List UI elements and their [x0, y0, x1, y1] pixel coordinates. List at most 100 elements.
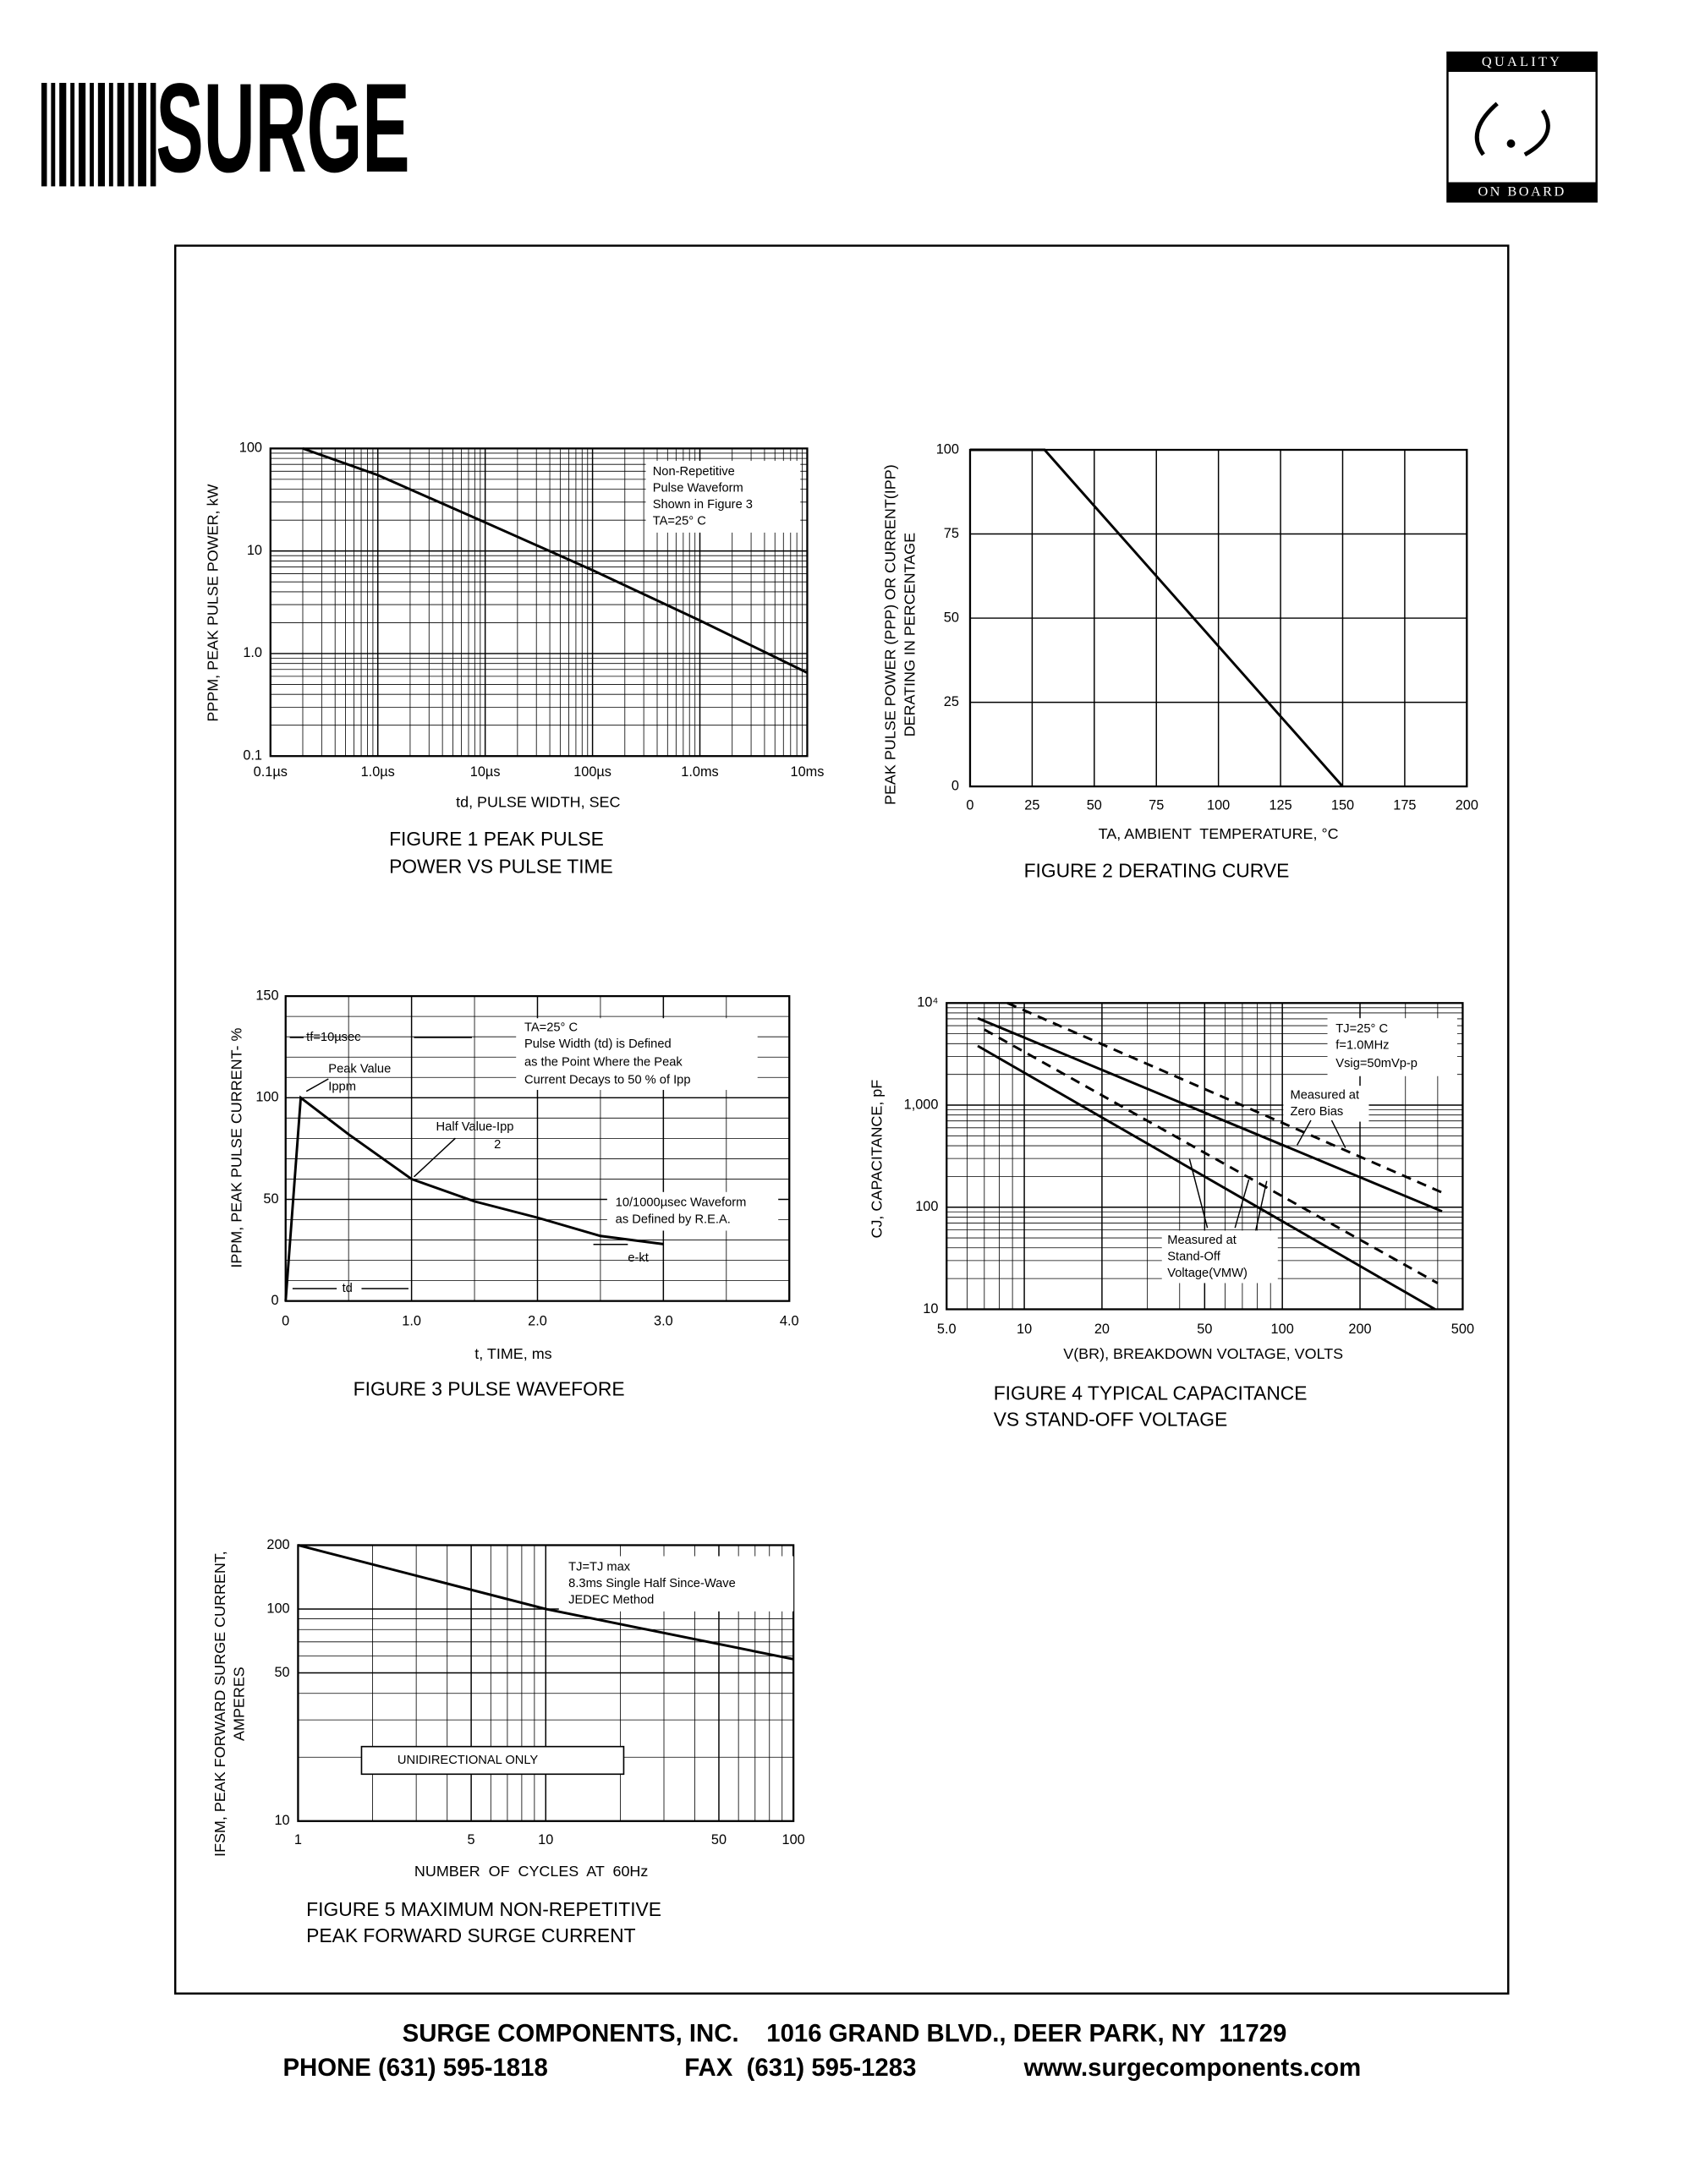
y-tick-label: 100	[936, 441, 959, 457]
figure-caption: FIGURE 5 MAXIMUM NON-REPETITIVE	[306, 1898, 661, 1920]
annotation: Peak Value	[328, 1062, 391, 1076]
annotation-box	[645, 461, 801, 533]
y-axis-label: CJ, CAPACITANCE, pF	[868, 1080, 885, 1239]
data-line	[1006, 1001, 1445, 1195]
x-tick-label: 200	[1456, 797, 1478, 813]
x-axis-label: TA, AMBIENT TEMPERATURE, °C	[1099, 825, 1339, 842]
annotation-box	[360, 1745, 625, 1776]
annotation: as the Point Where the Peak	[524, 1055, 683, 1069]
data-line	[284, 1095, 664, 1301]
x-tick-label: 25	[1024, 797, 1039, 813]
x-axis-label: NUMBER OF CYCLES AT 60Hz	[414, 1863, 648, 1880]
charts: 0.1µs 1.0µs 10µs 100µs 1.0ms 10ms0.11.010100N…	[205, 441, 1478, 1946]
x-tick-label: 0.1µs	[254, 764, 288, 780]
data-line	[969, 448, 1344, 788]
figure-caption: FIGURE 4 TYPICAL CAPACITANCE	[994, 1382, 1308, 1404]
annotation-box	[558, 1556, 794, 1612]
x-tick-label: 150	[1331, 797, 1354, 813]
y-tick-label: 0.1	[243, 748, 262, 764]
annotation-box	[606, 1191, 779, 1231]
data-line	[298, 1544, 794, 1661]
footer-web: www.surgecomponents.com	[1023, 2054, 1362, 2082]
x-tick-label: 175	[1393, 797, 1416, 813]
x-tick-label: 200	[1348, 1322, 1371, 1337]
y-tick-label: 10⁴	[917, 995, 938, 1010]
annotation: Non-Repetitive	[653, 465, 735, 479]
annotation-box	[1283, 1086, 1369, 1122]
figure-caption: PEAK FORWARD SURGE CURRENT	[306, 1924, 635, 1946]
pointer-line	[1330, 1119, 1346, 1148]
x-tick-label: 2.0	[528, 1313, 547, 1328]
page-frame	[173, 244, 1510, 1995]
x-tick-label: 1	[294, 1832, 302, 1847]
plot-frame	[284, 994, 791, 1302]
y-tick-label: 200	[266, 1537, 289, 1552]
x-axis-label: td, PULSE WIDTH, SEC	[456, 793, 620, 810]
annotation: Stand-Off	[1167, 1250, 1220, 1263]
y-tick-label: 1,000	[904, 1097, 939, 1112]
y-axis-label: PEAK PULSE POWER (PPP) OR CURRENT(IPP)	[882, 464, 899, 805]
x-tick-label: 125	[1269, 797, 1291, 813]
figure-caption: FIGURE 3 PULSE WAVEFORE	[354, 1378, 625, 1400]
y-axis-label: PPPM, PEAK PULSE POWER, kW	[205, 484, 222, 722]
annotation: e-kt	[628, 1251, 648, 1265]
annotation: 8.3ms Single Half Since-Wave	[568, 1577, 736, 1590]
y-tick-label: 100	[239, 441, 262, 456]
y-tick-label: 50	[944, 610, 959, 625]
x-tick-label: 10ms	[791, 764, 825, 780]
annotation: Pulse Width (td) is Defined	[524, 1037, 672, 1051]
annotation: Pulse Waveform	[653, 482, 743, 495]
y-tick-label: 10	[923, 1301, 938, 1316]
x-tick-label: 10	[1017, 1322, 1032, 1337]
pointer-line	[1188, 1158, 1209, 1229]
annotation: td	[343, 1282, 353, 1295]
x-axis-label: V(BR), BREAKDOWN VOLTAGE, VOLTS	[1063, 1345, 1343, 1362]
y-axis-label: DERATING IN PERCENTAGE	[902, 533, 919, 737]
footer-fax: FAX (631) 595-1283	[684, 2054, 916, 2082]
plot-frame	[297, 1544, 795, 1822]
annotation: Current Decays to 50 % of Ipp	[524, 1074, 691, 1087]
pointer-line	[1234, 1179, 1250, 1229]
x-tick-label: 100	[1271, 1322, 1294, 1337]
figure-caption: FIGURE 2 DERATING CURVE	[1024, 859, 1290, 881]
x-tick-label: 5.0	[937, 1322, 957, 1337]
x-tick-label: 10µs	[470, 764, 501, 780]
badge-bottom: ON BOARD	[1478, 183, 1566, 199]
quality-badge: QUALITY ON BOARD	[1446, 51, 1598, 203]
annotation: Half Value-Ipp	[436, 1120, 514, 1134]
y-tick-label: 10	[247, 543, 262, 558]
data-line	[984, 1028, 1439, 1284]
badge-top: QUALITY	[1482, 53, 1562, 69]
footer-phone: PHONE (631) 595-1818	[282, 2054, 547, 2082]
data-line	[977, 1016, 1443, 1213]
y-tick-label: 100	[255, 1090, 278, 1105]
annotation: Measured at	[1290, 1088, 1359, 1102]
annotation: 2	[494, 1138, 501, 1152]
y-tick-label: 150	[255, 988, 278, 1003]
annotation: TA=25° C	[653, 515, 706, 528]
annotation: Measured at	[1167, 1234, 1237, 1247]
annotation: Shown in Figure 3	[653, 498, 753, 512]
x-tick-label: 100	[782, 1832, 805, 1847]
annotation: UNIDIRECTIONAL ONLY	[398, 1754, 539, 1767]
pointer-line	[1297, 1119, 1312, 1146]
pointer-line	[413, 1137, 456, 1178]
data-line	[302, 447, 809, 674]
y-axis-label: IFSM, PEAK FORWARD SURGE CURRENT,	[211, 1551, 228, 1857]
annotation: Voltage(VMW)	[1167, 1267, 1248, 1280]
annotation: JEDEC Method	[568, 1594, 654, 1607]
x-tick-label: 100	[1207, 797, 1230, 813]
plot-frame	[946, 1002, 1464, 1311]
x-tick-label: 1.0ms	[681, 764, 718, 780]
pointer-line	[1254, 1180, 1268, 1231]
x-tick-label: 50	[711, 1832, 727, 1847]
figure: 5.0 10 20 50 100 200 500 10 100 1,000 10⁴ TJ=25° C f…	[868, 995, 1474, 1431]
y-tick-label: 0	[951, 778, 959, 793]
y-axis-label: IPPM, PEAK PULSE CURRENT- %	[228, 1027, 244, 1267]
x-tick-label: 3.0	[654, 1313, 673, 1328]
y-tick-label: 10	[274, 1813, 289, 1828]
x-axis-label: t, TIME, ms	[474, 1345, 551, 1362]
y-tick-label: 25	[944, 694, 959, 709]
x-tick-label: 50	[1197, 1322, 1212, 1337]
